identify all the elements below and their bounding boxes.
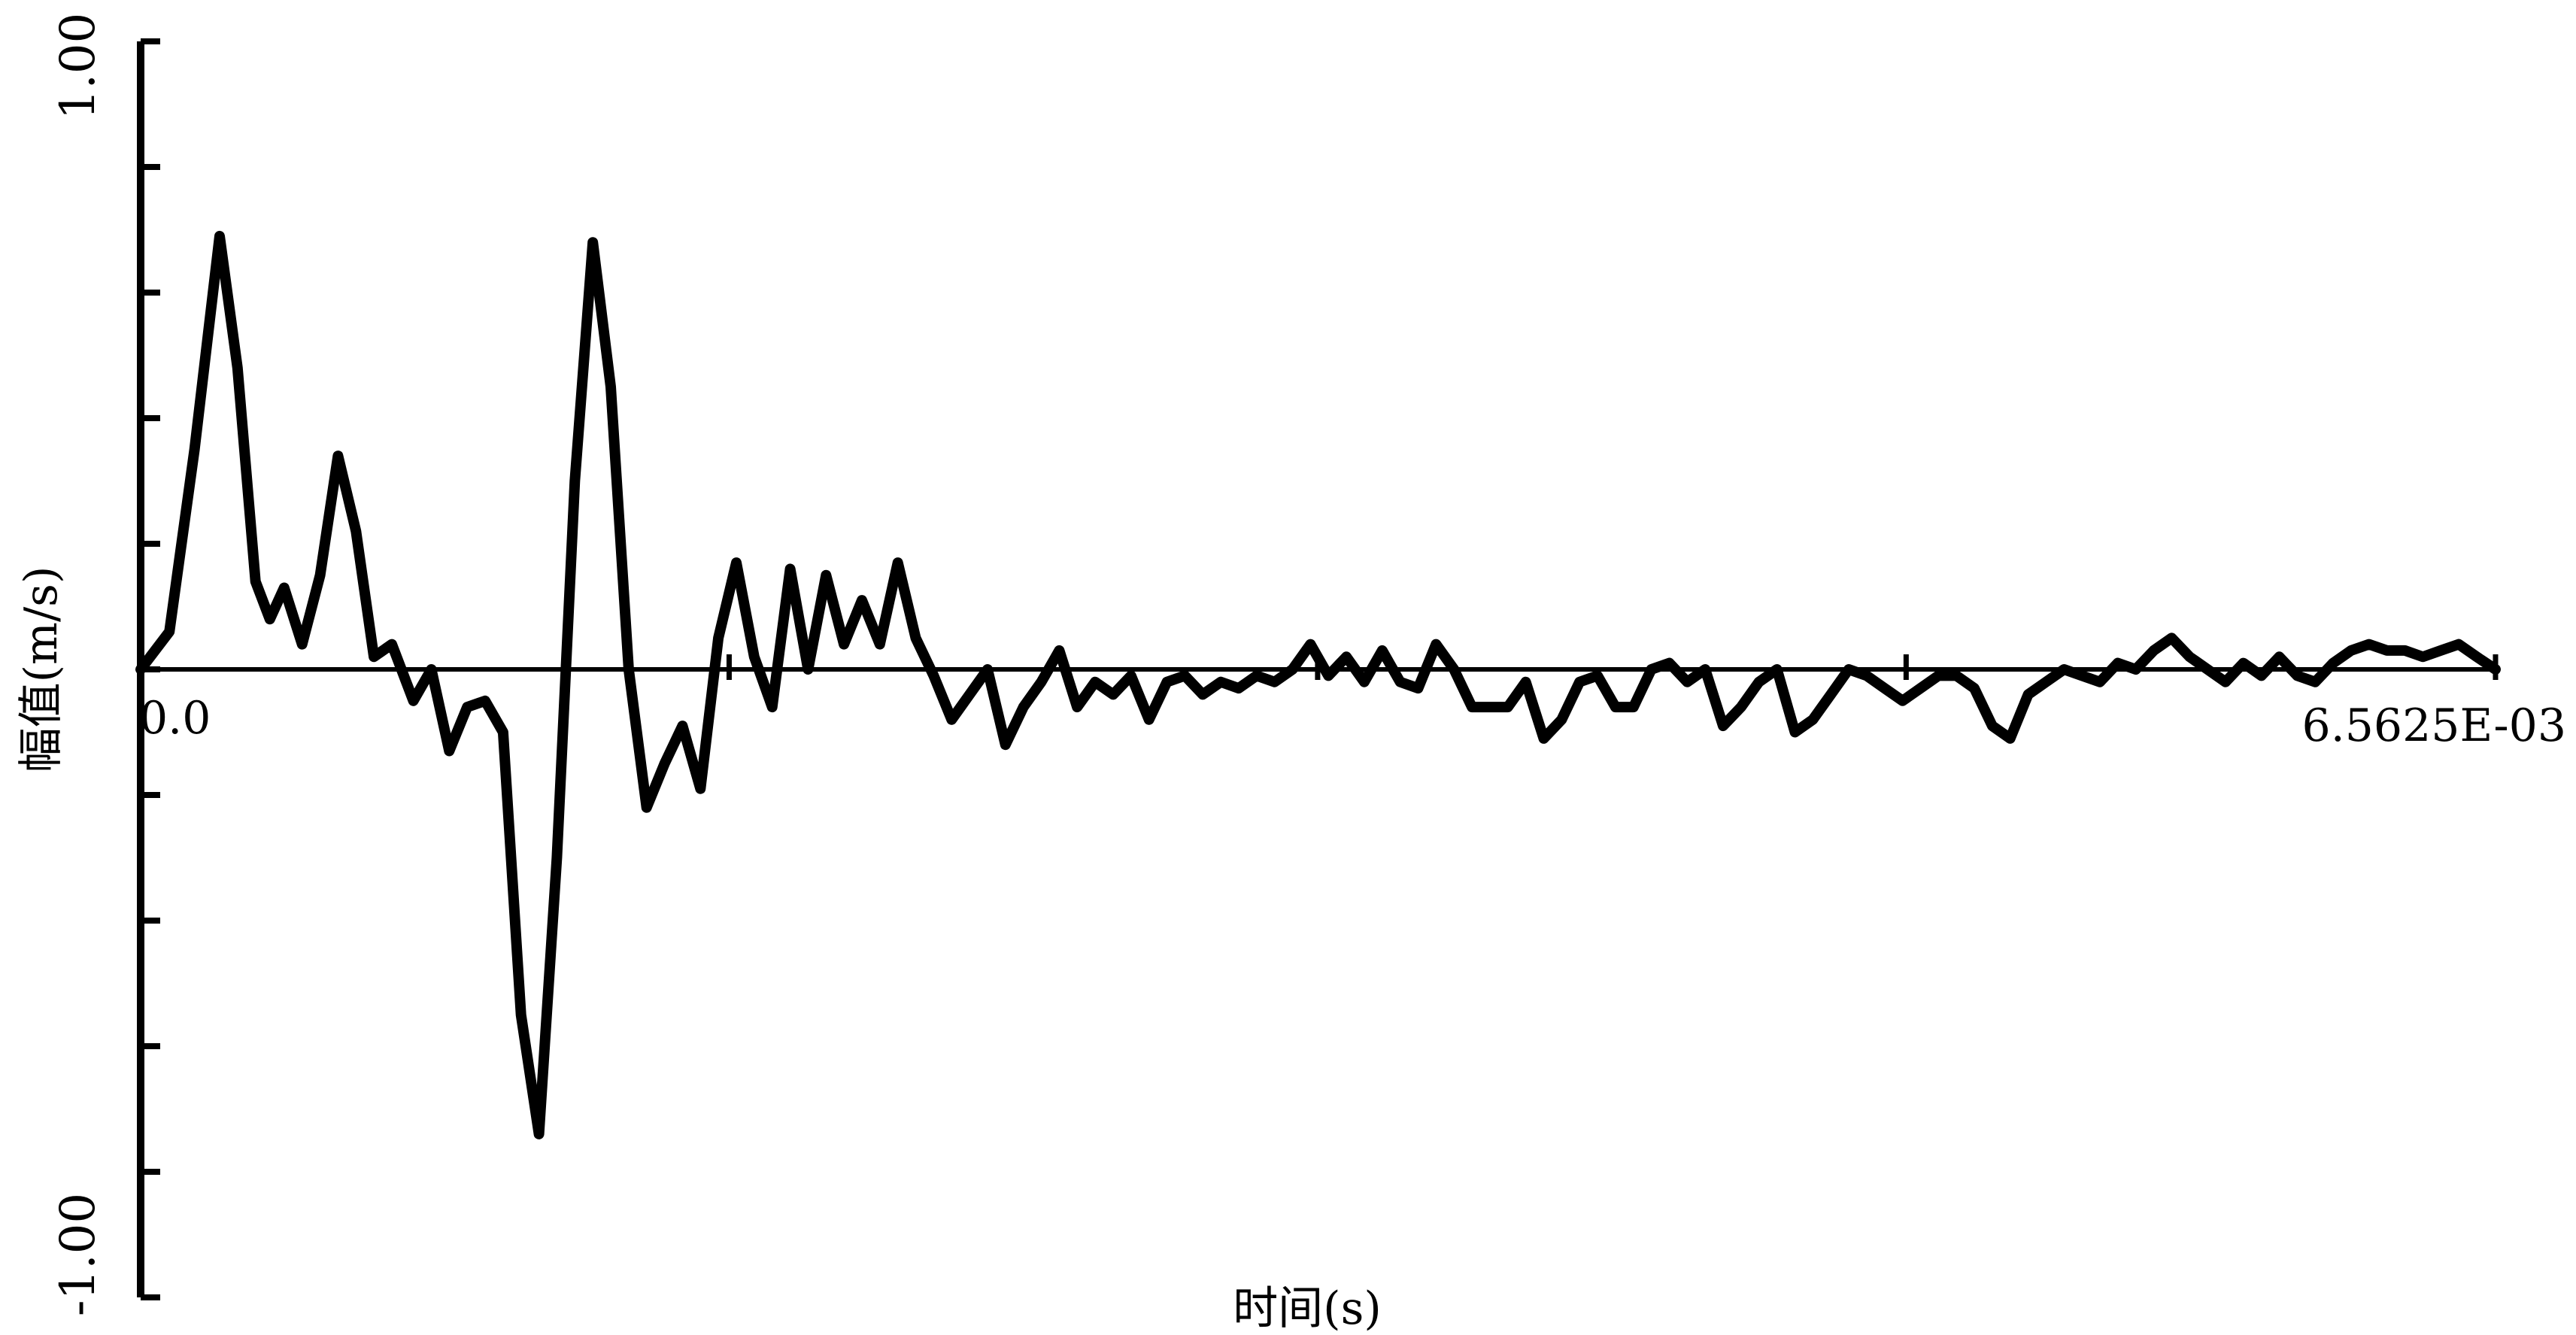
y-axis-title: 幅值(m/s) <box>15 566 68 773</box>
y-ticks <box>141 38 160 1300</box>
x-axis-title: 时间(s) <box>1233 1282 1382 1335</box>
y-tick-label-bottom: -1.00 <box>50 1193 106 1316</box>
x-tick-label-end: 6.5625E-03 <box>2302 699 2566 752</box>
x-tick-label-start: 0.0 <box>139 692 211 745</box>
series-line <box>135 230 2501 1139</box>
y-tick-label-top: 1.00 <box>50 13 106 120</box>
